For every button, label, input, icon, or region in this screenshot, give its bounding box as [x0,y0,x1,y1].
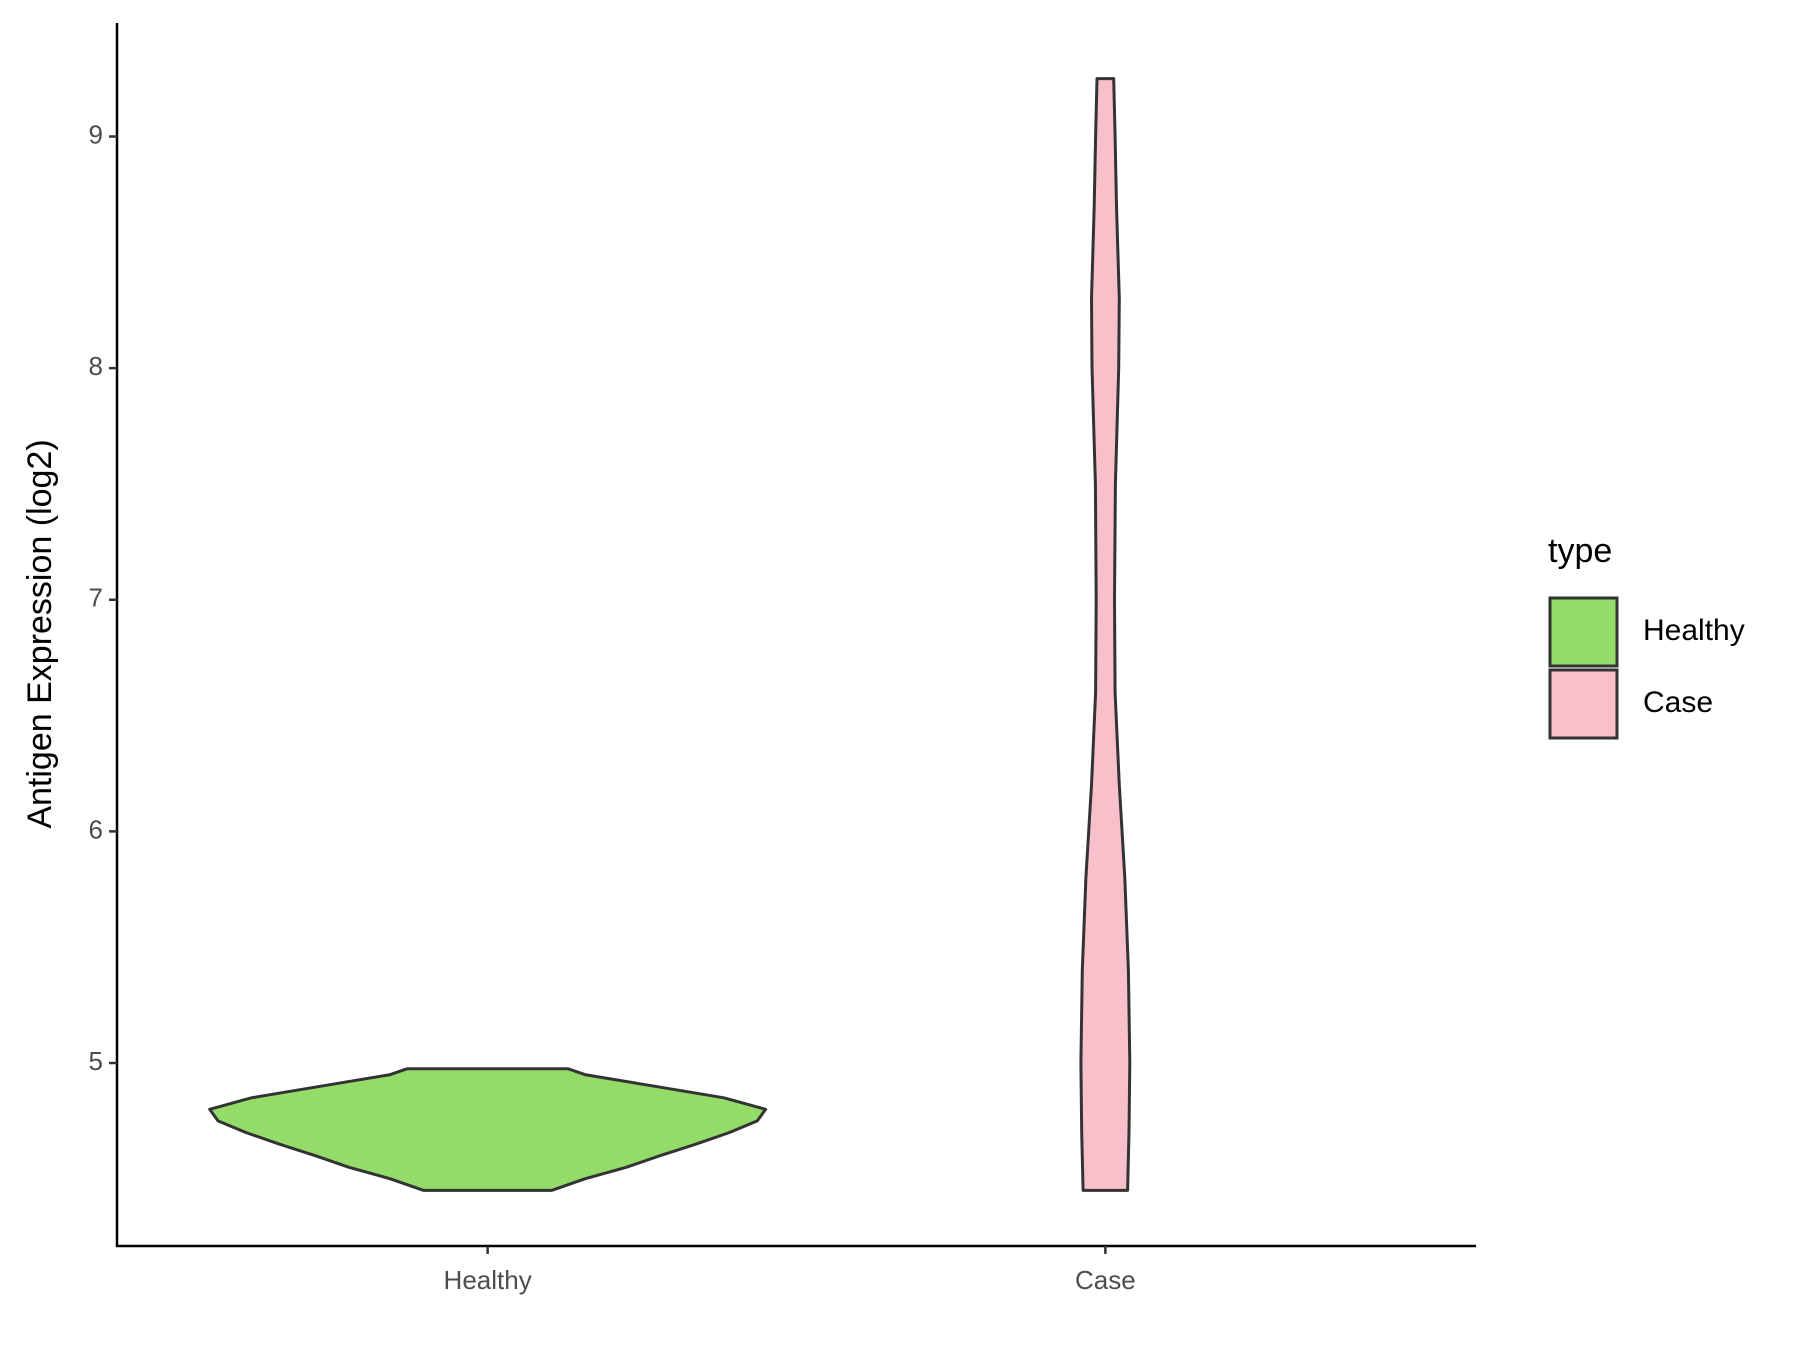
y-tick-label: 9 [89,119,103,149]
legend-title: type [1548,532,1612,570]
x-tick-label: Case [1075,1265,1136,1295]
y-tick-label: 6 [89,814,103,844]
legend-label: Case [1643,686,1713,719]
y-axis-title: Antigen Expression (log2) [21,439,59,828]
violin [1079,77,1132,1192]
legend-key [1548,596,1619,668]
x-tick-label: Healthy [444,1265,532,1295]
y-tick-label: 5 [89,1046,103,1076]
legend-key [1548,668,1619,740]
y-tick-label: 8 [89,351,103,381]
legend-label: Healthy [1643,614,1745,647]
y-tick-label: 7 [89,583,103,613]
violin [208,1067,768,1192]
